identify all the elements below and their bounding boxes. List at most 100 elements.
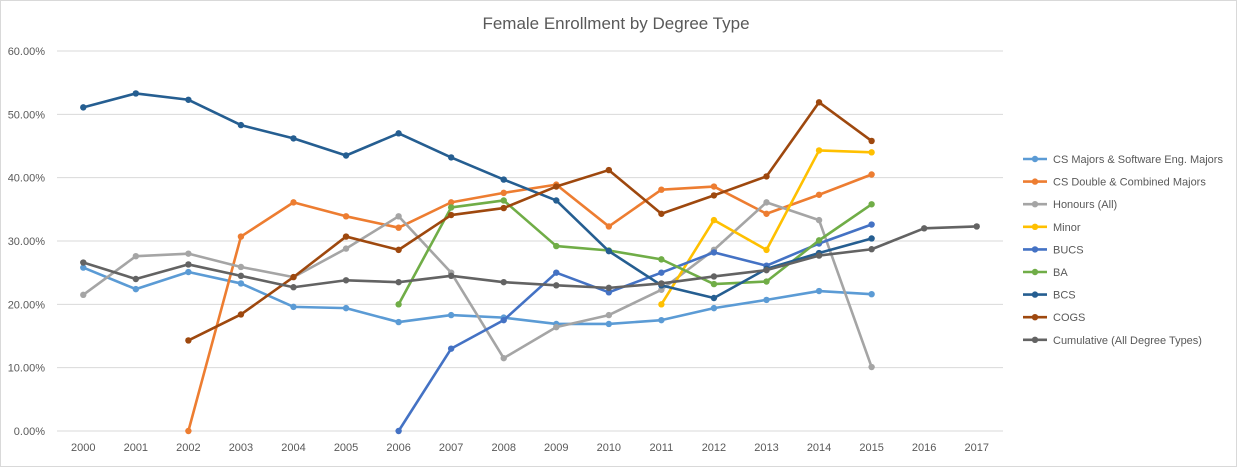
data-point xyxy=(868,149,875,156)
data-point xyxy=(605,311,613,319)
legend-item: Honours (All) xyxy=(1023,199,1117,211)
data-point xyxy=(868,201,875,208)
legend-item: CS Majors & Software Eng. Majors xyxy=(1023,154,1223,166)
data-point xyxy=(132,275,140,283)
data-point xyxy=(290,135,297,142)
data-point xyxy=(763,266,770,274)
data-point xyxy=(185,250,192,257)
data-point xyxy=(658,256,665,263)
data-point xyxy=(868,291,875,298)
series-line xyxy=(82,201,873,368)
series-line xyxy=(187,101,873,342)
y-tick-label: 30.00% xyxy=(8,236,46,248)
data-point xyxy=(763,246,770,254)
x-tick-label: 2014 xyxy=(807,442,831,454)
data-point xyxy=(763,278,770,285)
data-point xyxy=(868,363,875,371)
data-point xyxy=(80,264,87,271)
y-tick-label: 10.00% xyxy=(8,363,46,375)
data-point xyxy=(605,320,613,328)
data-point xyxy=(237,121,245,129)
data-point xyxy=(553,323,560,331)
data-point xyxy=(342,213,350,220)
data-point xyxy=(815,191,823,198)
data-point xyxy=(658,269,665,276)
x-axis: 2000 2001 2002 2003 2004 2005 2006 2007 2008 2009… xyxy=(71,442,989,454)
data-point xyxy=(500,204,507,212)
x-tick-label: 2003 xyxy=(229,442,253,454)
data-point xyxy=(553,197,560,204)
legend-item: COGS xyxy=(1023,312,1085,324)
data-point xyxy=(658,316,665,324)
data-point xyxy=(868,171,875,178)
legend-label: BCS xyxy=(1053,290,1076,302)
data-point xyxy=(868,246,875,253)
x-tick-label: 2001 xyxy=(124,442,148,454)
data-point xyxy=(447,345,455,352)
x-tick-label: 2006 xyxy=(386,442,410,454)
legend-label: BA xyxy=(1053,267,1068,279)
legend-item: Cumulative (All Degree Types) xyxy=(1023,335,1202,347)
data-point xyxy=(553,282,560,289)
x-tick-label: 2005 xyxy=(334,442,358,454)
y-tick-label: 60.00% xyxy=(8,46,46,58)
data-point xyxy=(395,278,402,286)
legend: CS Majors & Software Eng. Majors CS Doubl… xyxy=(1023,154,1223,347)
legend-item: BUCS xyxy=(1023,244,1084,256)
x-tick-label: 2017 xyxy=(964,442,988,454)
data-point xyxy=(815,287,823,295)
data-point xyxy=(973,223,980,230)
legend-label: Minor xyxy=(1053,222,1081,234)
data-point xyxy=(237,280,245,287)
legend-label: Honours (All) xyxy=(1053,199,1117,211)
x-tick-label: 2013 xyxy=(754,442,778,454)
data-point xyxy=(500,197,507,204)
series-group xyxy=(80,90,980,435)
data-point xyxy=(342,304,350,312)
data-point xyxy=(763,296,770,304)
x-tick-label: 2002 xyxy=(176,442,200,454)
legend-item: CS Double & Combined Majors xyxy=(1023,177,1206,189)
data-point xyxy=(763,210,770,217)
data-point xyxy=(500,354,507,362)
y-axis: 0.00% 10.00% 20.00% 30.00% 40.00% 50.00% 60.00… xyxy=(8,46,46,438)
legend-swatch-marker xyxy=(1031,178,1039,185)
data-point xyxy=(500,176,507,183)
data-point xyxy=(815,237,823,244)
data-point xyxy=(185,96,192,103)
legend-item: Minor xyxy=(1023,222,1081,234)
data-point xyxy=(447,211,455,219)
data-point xyxy=(185,427,192,435)
legend-swatch-marker xyxy=(1031,155,1039,163)
data-point xyxy=(185,261,192,268)
data-point xyxy=(342,245,350,252)
data-point xyxy=(710,294,718,302)
legend-swatch-marker xyxy=(1031,291,1039,298)
data-point xyxy=(658,286,665,293)
data-point xyxy=(290,273,297,281)
gridlines xyxy=(57,50,1003,432)
data-point xyxy=(132,90,140,97)
data-point xyxy=(920,225,928,232)
x-tick-label: 2011 xyxy=(650,442,674,454)
data-point xyxy=(500,189,507,197)
data-point xyxy=(710,192,718,199)
x-tick-label: 2004 xyxy=(281,442,305,454)
series-line xyxy=(82,92,872,300)
data-point xyxy=(553,269,560,276)
data-point xyxy=(395,130,402,137)
data-point xyxy=(658,186,665,193)
x-tick-label: 2007 xyxy=(439,442,463,454)
data-point xyxy=(447,199,455,206)
legend-label: COGS xyxy=(1053,312,1085,324)
data-point xyxy=(342,152,350,159)
legend-item: BA xyxy=(1023,267,1068,279)
x-tick-label: 2012 xyxy=(702,442,726,454)
data-point xyxy=(710,216,718,224)
series-1 xyxy=(185,171,875,435)
series-line xyxy=(82,225,977,290)
data-point xyxy=(500,278,507,286)
data-point xyxy=(342,233,350,240)
series-2 xyxy=(80,199,875,371)
